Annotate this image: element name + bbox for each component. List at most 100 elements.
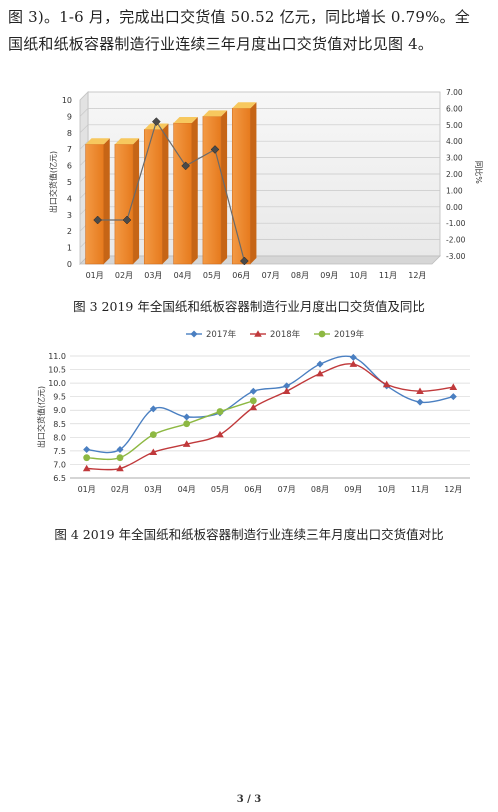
x-tick-label: 10月 bbox=[378, 485, 396, 494]
circle-marker bbox=[83, 454, 91, 462]
yoy-marker bbox=[181, 161, 191, 171]
triangle-marker bbox=[249, 403, 258, 411]
series-2017年 bbox=[83, 353, 457, 454]
diamond-marker bbox=[349, 353, 357, 361]
diamond-marker bbox=[183, 413, 191, 421]
triangle-marker bbox=[382, 380, 391, 388]
diamond-marker bbox=[283, 382, 291, 390]
gridline bbox=[79, 124, 440, 134]
series-2018年 bbox=[82, 360, 458, 472]
y2-tick-label: 1.00 bbox=[446, 186, 463, 195]
bar-top bbox=[144, 123, 169, 130]
legend-item: 2019年 bbox=[314, 329, 365, 340]
page-number: 3 / 3 bbox=[236, 794, 262, 805]
yoy-marker bbox=[210, 145, 220, 154]
x-tick-label: 04月 bbox=[174, 271, 192, 280]
x-tick-label: 07月 bbox=[262, 271, 280, 280]
y2-tick-label: -1.00 bbox=[446, 219, 466, 228]
bar bbox=[143, 123, 169, 265]
legend-label: 2017年 bbox=[206, 329, 237, 340]
yoy-marker bbox=[122, 215, 132, 225]
triangle-marker bbox=[449, 383, 458, 390]
x-tick-label: 09月 bbox=[344, 485, 362, 494]
triangle-marker bbox=[82, 464, 91, 472]
x-tick-label: 06月 bbox=[244, 485, 262, 494]
yoy-marker bbox=[151, 117, 161, 126]
gridline bbox=[79, 140, 440, 150]
x-tick-label: 12月 bbox=[408, 271, 426, 280]
y2-tick-label: 7.00 bbox=[446, 88, 463, 97]
bar-top bbox=[202, 110, 228, 117]
triangle-marker bbox=[349, 360, 358, 367]
x-tick-label: 09月 bbox=[320, 271, 338, 280]
y-tick-label: 7.0 bbox=[53, 460, 66, 469]
y-axis-label: 出口交货值(亿元) bbox=[48, 151, 58, 213]
y-tick-label: 10 bbox=[62, 96, 72, 105]
x-tick-label: 11月 bbox=[379, 271, 397, 280]
bar bbox=[202, 110, 228, 265]
y-tick-label: 8.0 bbox=[53, 433, 66, 442]
figure-3-caption: 图 3 2019 年全国纸和纸板容器制造行业月度出口交货值及同比 bbox=[73, 299, 425, 314]
legend-item: 2018年 bbox=[250, 329, 301, 340]
yoy-line bbox=[97, 120, 245, 262]
bar-side bbox=[162, 123, 169, 264]
x-tick-label: 02月 bbox=[115, 271, 133, 280]
x-tick-label: 06月 bbox=[232, 271, 250, 280]
y2-tick-label: 0.00 bbox=[446, 203, 463, 212]
y-axis-label: 出口交货值(亿元) bbox=[36, 386, 46, 448]
series-line bbox=[86, 355, 454, 454]
y2-tick-label: -2.00 bbox=[446, 236, 466, 245]
y2-tick-label: 4.00 bbox=[446, 137, 463, 146]
y-tick-label: 6.5 bbox=[53, 474, 66, 483]
diamond-marker bbox=[116, 446, 124, 454]
x-tick-label: 05月 bbox=[211, 485, 229, 494]
x-tick-label: 05月 bbox=[203, 271, 221, 280]
y-tick-label: 9.0 bbox=[53, 406, 66, 415]
x-tick-label: 02月 bbox=[111, 485, 129, 494]
bar-top bbox=[85, 138, 110, 145]
y-tick-label: 8 bbox=[67, 129, 72, 138]
bar-top bbox=[173, 116, 198, 123]
y-tick-label: 8.5 bbox=[53, 420, 66, 429]
x-tick-label: 03月 bbox=[144, 271, 162, 280]
triangle-marker bbox=[254, 330, 262, 337]
triangle-marker bbox=[282, 387, 291, 395]
circle-marker bbox=[149, 431, 157, 439]
x-tick-label: 07月 bbox=[278, 485, 296, 494]
circle-marker bbox=[216, 408, 224, 415]
x-tick-label: 12月 bbox=[444, 485, 462, 494]
y-tick-label: 6 bbox=[67, 162, 72, 171]
y2-tick-label: 2.00 bbox=[446, 170, 463, 179]
x-tick-label: 10月 bbox=[350, 271, 368, 280]
figure-4-chart: 2017年 2018年 2019年 6.5 7.0 7.5 8.0 8.5 9.0 9.5 10.… bbox=[36, 329, 470, 494]
figure-3-chart: 0 1 2 3 4 5 6 7 8 9 10 -3.00 -2.00 -1.00 0.00 1.00 2.00 3… bbox=[48, 88, 484, 280]
legend-label: 2018年 bbox=[270, 329, 301, 340]
legend-item: 2017年 bbox=[186, 329, 237, 340]
gridline bbox=[79, 91, 440, 101]
circle-marker bbox=[183, 420, 191, 428]
y-tick-label: 9 bbox=[67, 112, 72, 121]
y-tick-label: 3 bbox=[67, 211, 72, 220]
gridline bbox=[79, 108, 440, 117]
triangle-marker bbox=[149, 448, 158, 456]
triangle-marker bbox=[116, 464, 124, 472]
y-tick-label: 10.5 bbox=[48, 366, 66, 375]
circle-marker bbox=[116, 454, 124, 462]
bar-top bbox=[114, 138, 140, 145]
x-tick-label: 01月 bbox=[86, 271, 104, 280]
yoy-marker bbox=[93, 215, 103, 225]
bar-side bbox=[221, 110, 228, 265]
x-tick-label: 04月 bbox=[178, 485, 196, 494]
x-tick-label: 03月 bbox=[144, 485, 162, 494]
series-2019年 bbox=[83, 397, 257, 462]
triangle-marker bbox=[416, 387, 424, 395]
series-line bbox=[86, 363, 454, 471]
y-tick-label: 2 bbox=[67, 227, 72, 236]
y2-tick-label: 3.00 bbox=[446, 154, 463, 163]
triangle-marker bbox=[216, 430, 224, 438]
diamond-marker bbox=[316, 360, 324, 368]
y-tick-label: 9.5 bbox=[53, 393, 66, 402]
diamond-marker bbox=[83, 446, 91, 454]
y-tick-label: 0 bbox=[67, 260, 72, 269]
x-tick-label: 08月 bbox=[291, 271, 309, 280]
